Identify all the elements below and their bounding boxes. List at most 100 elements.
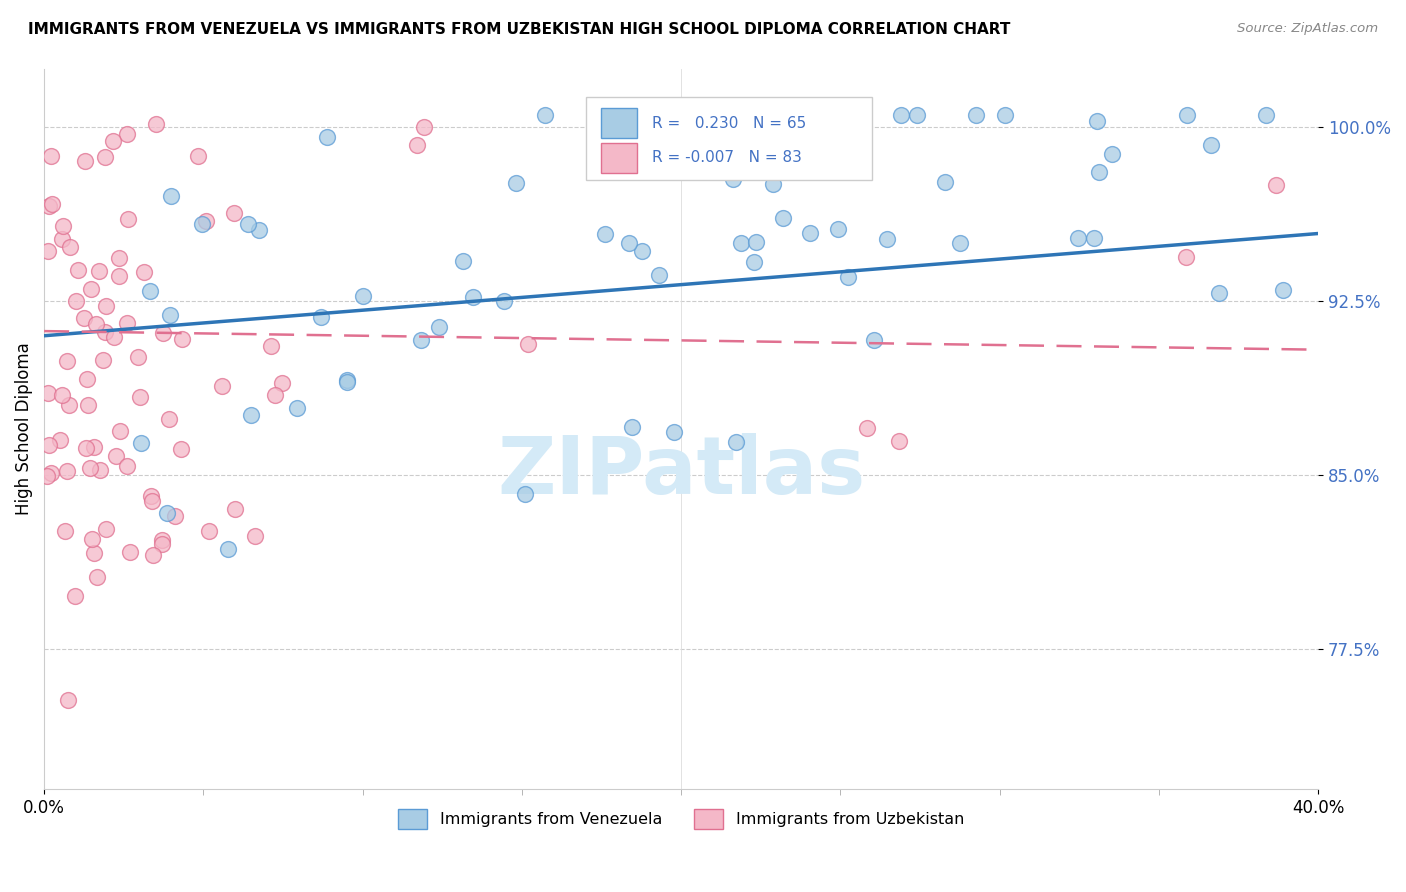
Point (678, 164, 700, 178)
Point (1254, 108, 1277, 122)
Point (934, 175, 956, 189)
Point (1087, 114, 1109, 128)
Point (889, 434, 911, 448)
Point (515, 487, 537, 501)
Point (742, 255, 765, 269)
Point (159, 308, 181, 322)
Point (198, 524, 221, 538)
Point (139, 284, 162, 298)
Point (59, 240, 82, 254)
Y-axis label: High School Diploma: High School Diploma (15, 343, 32, 515)
Point (117, 211, 139, 226)
Point (39, 467, 62, 481)
Point (131, 436, 153, 450)
Point (75, 441, 97, 455)
Point (287, 401, 309, 415)
Point (752, 126, 775, 140)
Point (37, 244, 59, 258)
Point (187, 149, 209, 163)
Point (152, 533, 174, 548)
Point (104, 449, 127, 463)
Point (91, 353, 114, 368)
Point (741, 132, 763, 146)
Point (170, 332, 193, 346)
Point (141, 489, 163, 503)
Point (905, 108, 928, 122)
Point (830, 127, 852, 141)
Point (238, 218, 260, 232)
Point (170, 442, 193, 456)
Point (247, 223, 270, 237)
Point (108, 424, 131, 438)
Point (837, 270, 859, 285)
Point (876, 232, 898, 246)
Point (67, 263, 90, 277)
Point (93, 325, 115, 339)
Point (593, 227, 616, 242)
Point (157, 411, 180, 425)
Point (405, 138, 427, 153)
Point (239, 408, 262, 422)
Point (730, 236, 752, 251)
Point (86, 317, 108, 331)
Point (505, 176, 527, 190)
Point (409, 333, 432, 347)
Point (80, 282, 103, 296)
Point (336, 376, 359, 390)
Point (451, 254, 474, 268)
Point (799, 226, 821, 240)
Point (76, 372, 98, 386)
Point (83, 440, 105, 454)
Point (890, 108, 912, 122)
Point (747, 140, 769, 154)
Point (56, 465, 79, 479)
Point (994, 108, 1017, 122)
Point (63, 590, 86, 604)
Point (949, 236, 972, 251)
Point (413, 120, 436, 134)
Point (79, 461, 101, 475)
Text: R =   0.230   N = 65: R = 0.230 N = 65 (652, 116, 806, 131)
Point (427, 320, 450, 334)
Point (270, 376, 292, 390)
Bar (600, 108, 637, 138)
Point (772, 211, 794, 225)
Point (1264, 178, 1286, 193)
Point (38, 438, 60, 452)
Point (685, 108, 707, 122)
Text: R = -0.007   N = 83: R = -0.007 N = 83 (652, 151, 801, 165)
Point (51, 388, 73, 402)
Point (49, 433, 72, 447)
Point (352, 288, 374, 302)
Point (762, 177, 785, 191)
Point (89, 264, 111, 278)
Text: Source: ZipAtlas.com: Source: ZipAtlas.com (1237, 22, 1378, 36)
Point (721, 172, 744, 186)
Point (103, 329, 125, 343)
Point (41, 196, 63, 211)
Point (96, 299, 118, 313)
Point (245, 529, 267, 543)
Point (1066, 231, 1088, 245)
Point (156, 506, 179, 520)
Point (55, 354, 77, 368)
Point (117, 316, 139, 330)
Point (630, 244, 652, 258)
Point (83, 546, 105, 560)
Point (117, 128, 139, 142)
Point (648, 268, 671, 282)
Point (745, 235, 768, 250)
Point (194, 214, 217, 228)
Bar (600, 143, 637, 173)
Point (94, 149, 117, 163)
Point (1083, 231, 1105, 245)
Point (617, 235, 640, 250)
Point (516, 337, 538, 351)
Point (1175, 108, 1198, 122)
Point (263, 387, 285, 401)
Point (716, 108, 738, 122)
Point (118, 544, 141, 558)
Point (142, 548, 165, 562)
Text: IMMIGRANTS FROM VENEZUELA VS IMMIGRANTS FROM UZBEKISTAN HIGH SCHOOL DIPLOMA CORR: IMMIGRANTS FROM VENEZUELA VS IMMIGRANTS … (28, 22, 1011, 37)
Point (127, 350, 149, 364)
